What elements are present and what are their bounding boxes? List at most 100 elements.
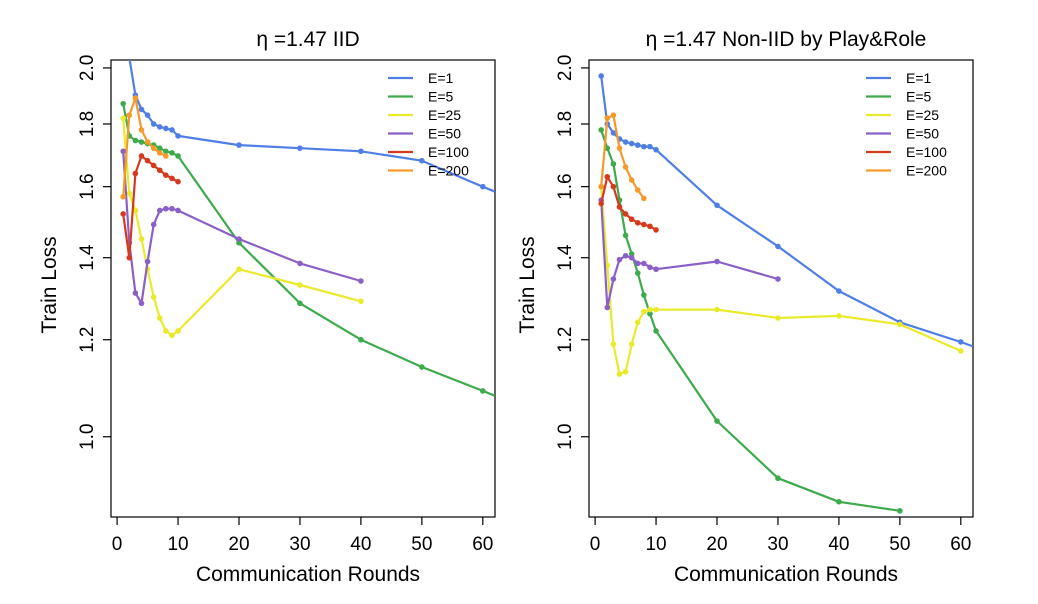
series-e100-point <box>634 219 641 226</box>
series-e25-point <box>641 308 647 315</box>
y-tick-label: 2.0 <box>555 55 576 81</box>
series-e1-point <box>634 142 641 148</box>
y-tick-label: 1.8 <box>77 111 98 137</box>
series-e50-point <box>358 278 364 284</box>
series-e5-point <box>175 153 181 159</box>
series-e200-point <box>622 164 629 170</box>
series-e50-point <box>144 258 151 265</box>
series-e25-point <box>156 315 163 321</box>
series-e1-point <box>138 106 145 113</box>
series-e100-point <box>175 178 181 185</box>
series-e25-point <box>175 328 181 334</box>
series-e200-point <box>610 112 617 118</box>
series-e5-point <box>714 418 720 424</box>
series-e5-point <box>419 364 425 370</box>
series-e5-point <box>604 145 611 151</box>
series-e25-point <box>616 371 623 377</box>
series-e1-point <box>653 146 659 153</box>
series-e5-point <box>647 310 653 317</box>
series-e1-point <box>297 145 303 151</box>
series-e5-point <box>163 148 169 155</box>
series-e1-point <box>647 143 653 150</box>
series-e5-line <box>122 103 495 397</box>
series-e200-point <box>616 145 623 151</box>
series-e5-point <box>622 232 629 239</box>
series-e5-point <box>634 270 641 276</box>
series-e1-point <box>358 148 364 155</box>
series-e1-point <box>419 157 425 164</box>
series-e50-point <box>775 276 781 282</box>
chart-panel-iid: η =1.47 IID Communication Rounds Train L… <box>38 28 496 586</box>
y-tick-label: 1.0 <box>555 424 576 450</box>
x-axis-label: Communication Rounds <box>196 563 420 586</box>
series-e1-point <box>610 130 617 136</box>
y-axis-label: Train Loss <box>38 236 61 333</box>
series-e1-point <box>775 243 781 250</box>
series-group <box>598 73 973 514</box>
legend-label: E=25 <box>906 107 939 123</box>
x-tick-label: 10 <box>167 534 188 555</box>
series-e1-point <box>144 112 151 118</box>
series-e5-point <box>897 508 903 514</box>
series-e25-point <box>714 306 720 313</box>
series-e100-point <box>132 170 139 177</box>
series-e1-point <box>169 127 175 133</box>
y-tick-label: 2.0 <box>77 55 98 81</box>
series-e25-point <box>897 321 903 328</box>
x-tick-label: 0 <box>112 534 123 555</box>
series-e25-point <box>358 298 364 305</box>
series-e100-point <box>622 211 629 217</box>
series-e5-point <box>358 336 364 343</box>
x-tick-label: 20 <box>228 534 249 555</box>
series-e50-point <box>653 266 659 273</box>
series-e200-point <box>163 153 169 159</box>
y-tick-label: 1.6 <box>555 173 576 199</box>
series-e25-point <box>138 236 145 242</box>
legend: E=1 E=5 E=25 E=50 E=100 E=200 <box>866 70 947 179</box>
series-e100-point <box>126 254 133 261</box>
series-e200-point <box>138 127 145 133</box>
series-e5-point <box>641 292 647 298</box>
series-e200-point <box>126 112 133 118</box>
series-e25-point <box>836 313 842 319</box>
series-e1-point <box>128 60 131 61</box>
series-e100-line <box>600 175 657 231</box>
series-e25-point <box>647 306 653 313</box>
series-e1-point <box>150 121 157 127</box>
series-e50-point <box>610 276 617 282</box>
series-e200-point <box>120 193 126 200</box>
series-e25-point <box>126 190 133 197</box>
series-e5-point <box>836 498 842 505</box>
series-e50-point <box>156 207 163 214</box>
y-tick-label: 1.2 <box>555 327 576 353</box>
x-tick-label: 50 <box>411 534 432 555</box>
series-e100-point <box>647 223 653 230</box>
series-e1-point <box>175 133 181 139</box>
series-e5-line <box>600 129 901 512</box>
series-e25-point <box>120 115 126 121</box>
x-tick-label: 20 <box>706 534 727 555</box>
legend: E=1 E=5 E=25 E=50 E=100 E=200 <box>388 70 469 179</box>
series-e25-point <box>297 282 303 288</box>
x-axis-label: Communication Rounds <box>674 563 898 586</box>
series-e25-point <box>132 207 139 214</box>
series-e50-point <box>622 253 629 259</box>
series-e1-point <box>163 125 169 132</box>
x-tick-label: 40 <box>828 534 849 555</box>
series-e100-point <box>120 211 126 217</box>
series-e100-point <box>138 153 145 159</box>
series-group <box>120 60 495 397</box>
series-e5-point <box>120 100 126 107</box>
series-e50-point <box>628 254 635 261</box>
series-e50-point <box>175 207 181 214</box>
y-tick-label: 1.8 <box>555 111 576 137</box>
series-e200-point <box>634 187 641 193</box>
series-e100-point <box>169 175 175 182</box>
series-e5-point <box>297 300 303 307</box>
series-e25-point <box>634 319 641 326</box>
series-e100-line <box>122 154 179 259</box>
series-e200-point <box>156 150 163 156</box>
series-e1-point <box>598 73 604 79</box>
legend-label: E=25 <box>428 107 461 123</box>
y-tick-label: 1.0 <box>77 424 98 450</box>
